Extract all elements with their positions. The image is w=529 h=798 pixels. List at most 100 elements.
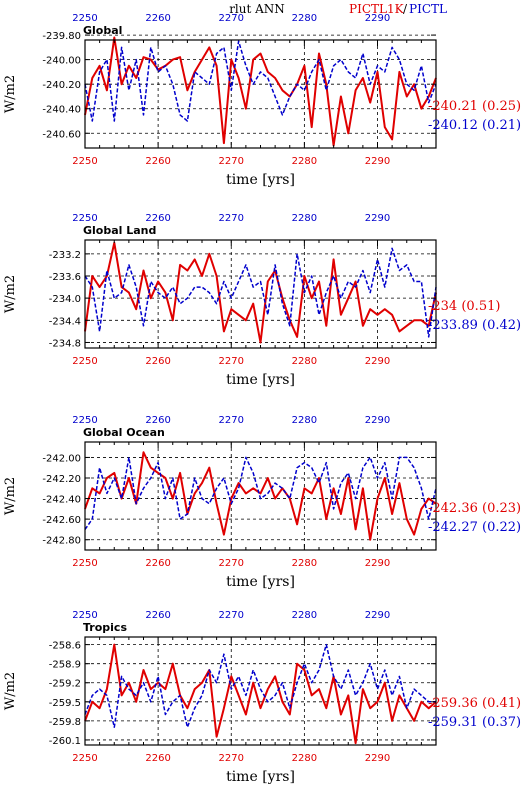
series-summary-pictl: -242.27 (0.22): [428, 520, 521, 535]
y-tick-label: -240.40: [42, 105, 81, 116]
x-axis-label: time [yrs]: [226, 769, 295, 785]
plot-frame: [84, 636, 437, 746]
series-line-pictl: [84, 40, 437, 122]
series-summary-pictl1k: -234 (0.51): [428, 299, 500, 314]
x-tick-label-bottom: 2250: [72, 156, 97, 167]
y-tick-label: -259.2: [49, 679, 81, 690]
series-summary-pictl: -259.31 (0.37): [428, 715, 521, 730]
y-tick-label: -259.5: [49, 698, 81, 709]
y-tick-label: -234.0: [49, 294, 81, 305]
x-tick-label-bottom: 2270: [219, 356, 244, 367]
series-line-pictl: [84, 247, 437, 338]
series-summary-pictl: -240.12 (0.21): [428, 118, 521, 133]
x-tick-label-top: 2250: [72, 213, 97, 224]
y-tick-label: -240.60: [42, 129, 81, 140]
panel-4: Tropics-258.6 -258.9 -259.2 -259.5 -259.8 -26…: [3, 610, 521, 785]
x-tick-label-bottom: 2290: [365, 356, 390, 367]
x-tick-label-top: 2270: [219, 415, 244, 426]
x-tick-label-top: 2290: [365, 213, 390, 224]
y-tick-label: -233.2: [49, 250, 81, 261]
panel-2: Global Land -233.2 -233.6 -234.0 -234.4 -234.…: [3, 213, 521, 388]
series-summary-pictl1k: -242.36 (0.23): [428, 501, 521, 516]
panel-3: Global Ocean -242.00 -242.20 -242.40 -242.60…: [3, 415, 521, 590]
x-tick-label-top: 2250: [72, 610, 97, 621]
legend-blue-label: PICTL: [409, 2, 447, 16]
x-tick-label-bottom: 2280: [292, 356, 317, 367]
y-tick-label: -242.00: [42, 453, 81, 464]
panel-1: Global-239.80 -240.00 -240.20 -240.40 -240.6…: [3, 13, 521, 188]
x-tick-label-top: 2260: [145, 610, 170, 621]
x-tick-label-top: 2290: [365, 610, 390, 621]
x-tick-label-bottom: 2280: [292, 753, 317, 764]
y-tick-label: -258.9: [49, 660, 81, 671]
x-tick-label-top: 2250: [72, 13, 97, 24]
y-tick-label: -234.8: [49, 338, 81, 349]
y-tick-label: -240.20: [42, 80, 81, 91]
legend-red-label: PICTL1K: [349, 2, 405, 16]
x-tick-label-top: 2270: [219, 13, 244, 24]
x-tick-label-top: 2250: [72, 415, 97, 426]
figure-title: rlut ANN: [229, 2, 285, 16]
x-tick-label-top: 2280: [292, 213, 317, 224]
y-tick-label: -242.60: [42, 515, 81, 526]
y-axis-label: W/m2: [3, 672, 18, 710]
series-summary-pictl1k: -259.36 (0.41): [428, 696, 521, 711]
legend-separator: /: [403, 2, 408, 16]
series-line-pictl: [84, 456, 437, 530]
x-tick-label-bottom: 2270: [219, 753, 244, 764]
x-tick-label-bottom: 2280: [292, 156, 317, 167]
x-tick-label-bottom: 2250: [72, 356, 97, 367]
x-tick-label-bottom: 2260: [145, 558, 170, 569]
panel-title: Global: [83, 24, 122, 37]
x-tick-label-bottom: 2270: [219, 558, 244, 569]
series-line-pictl1k: [84, 451, 437, 541]
y-tick-label: -260.1: [49, 736, 81, 747]
series-line-pictl: [84, 643, 436, 728]
x-axis-label: time [yrs]: [226, 574, 295, 590]
y-tick-label: -240.00: [42, 56, 81, 67]
series-line-pictl1k: [84, 643, 437, 745]
y-tick-label: -239.80: [42, 31, 81, 42]
x-axis-label: time [yrs]: [226, 372, 295, 388]
x-tick-label-bottom: 2280: [292, 558, 317, 569]
x-tick-label-bottom: 2260: [145, 753, 170, 764]
x-tick-label-bottom: 2250: [72, 753, 97, 764]
panel-title: Tropics: [83, 621, 127, 634]
series-summary-pictl1k: -240.21 (0.25): [428, 99, 521, 114]
y-axis-label: W/m2: [3, 75, 18, 113]
y-tick-label: -258.6: [49, 641, 81, 652]
x-tick-label-bottom: 2290: [365, 753, 390, 764]
series-summary-pictl: -233.89 (0.42): [428, 318, 521, 333]
x-tick-label-bottom: 2250: [72, 558, 97, 569]
y-tick-label: -242.20: [42, 474, 81, 485]
x-tick-label-top: 2270: [219, 610, 244, 621]
y-tick-label: -259.8: [49, 717, 81, 728]
series-line-pictl1k: [84, 241, 437, 344]
x-tick-label-bottom: 2290: [365, 558, 390, 569]
panels: Global-239.80 -240.00 -240.20 -240.40 -240.6…: [3, 13, 521, 785]
x-axis-label: time [yrs]: [226, 172, 295, 188]
y-tick-label: -233.6: [49, 272, 81, 283]
y-tick-label: -242.40: [42, 495, 81, 506]
y-tick-label: -242.80: [42, 536, 81, 547]
x-tick-label-top: 2280: [292, 610, 317, 621]
x-tick-label-top: 2260: [145, 415, 170, 426]
series-line-pictl1k: [84, 36, 437, 147]
x-tick-label-top: 2260: [145, 13, 170, 24]
y-tick-label: -234.4: [49, 316, 81, 327]
y-axis-label: W/m2: [3, 275, 18, 313]
x-tick-label-bottom: 2290: [365, 156, 390, 167]
x-tick-label-bottom: 2270: [219, 156, 244, 167]
x-tick-label-bottom: 2260: [145, 356, 170, 367]
panel-title: Global Ocean: [83, 426, 165, 439]
x-tick-label-bottom: 2260: [145, 156, 170, 167]
x-tick-label-top: 2260: [145, 213, 170, 224]
x-tick-label-top: 2290: [365, 415, 390, 426]
panel-title: Global Land: [83, 224, 156, 237]
x-tick-label-top: 2280: [292, 415, 317, 426]
x-tick-label-top: 2290: [365, 13, 390, 24]
y-axis-label: W/m2: [3, 477, 18, 515]
x-tick-label-top: 2280: [292, 13, 317, 24]
x-tick-label-top: 2270: [219, 213, 244, 224]
